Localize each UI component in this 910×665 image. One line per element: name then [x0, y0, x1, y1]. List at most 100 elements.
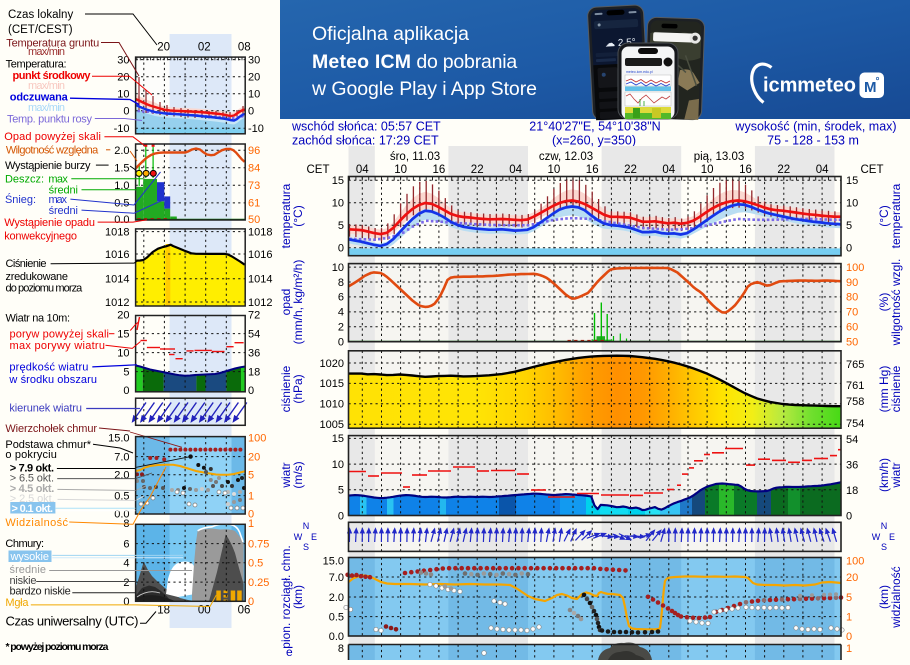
svg-text:84: 84: [248, 163, 260, 175]
svg-text:w Google Play i App Store: w Google Play i App Store: [311, 78, 537, 100]
svg-text:średni: średni: [49, 205, 78, 217]
svg-text:zredukowane: zredukowane: [6, 271, 69, 283]
svg-text:Czas uniwersalny (UTC): Czas uniwersalny (UTC): [6, 613, 139, 628]
svg-text:Temperatura:: Temperatura:: [6, 58, 67, 70]
svg-text:22: 22: [624, 164, 637, 176]
svg-text:(mm/h, kg/m²/h): (mm/h, kg/m²/h): [291, 260, 305, 345]
svg-text:(°C): (°C): [291, 205, 305, 226]
svg-text:18: 18: [846, 485, 858, 497]
svg-text:1: 1: [248, 518, 254, 530]
svg-text:1.5: 1.5: [114, 163, 129, 175]
svg-text:2.0: 2.0: [114, 470, 129, 482]
svg-text:0: 0: [248, 106, 254, 118]
svg-text:60: 60: [846, 322, 858, 334]
svg-text:18: 18: [248, 366, 260, 378]
svg-text:-10: -10: [248, 123, 264, 135]
svg-text:w środku obszaru: w środku obszaru: [8, 374, 97, 386]
svg-text:(km/h): (km/h): [877, 458, 891, 492]
svg-text:ciśnienie: ciśnienie: [889, 365, 903, 412]
svg-text:1016: 1016: [105, 249, 129, 261]
svg-text:54: 54: [248, 328, 260, 340]
svg-text:Wiatr na 10m:: Wiatr na 10m:: [6, 312, 71, 324]
svg-text:Mgła: Mgła: [5, 597, 29, 609]
svg-text:0: 0: [248, 385, 254, 397]
svg-text:1: 1: [846, 611, 852, 623]
svg-text:16: 16: [433, 164, 446, 176]
svg-text:50: 50: [248, 214, 260, 226]
svg-text:1: 1: [248, 490, 254, 502]
svg-text:widzialność: widzialność: [889, 566, 903, 628]
svg-text:E: E: [311, 532, 317, 542]
svg-text:Wierzchołek chmur: Wierzchołek chmur: [5, 423, 97, 435]
svg-text:1015: 1015: [320, 378, 344, 390]
svg-text:5: 5: [846, 592, 852, 604]
svg-text:2.0: 2.0: [329, 592, 344, 604]
svg-text:20: 20: [157, 42, 170, 54]
svg-text:0: 0: [123, 106, 129, 118]
svg-text:5: 5: [123, 366, 129, 378]
svg-text:(CET/CEST): (CET/CEST): [8, 24, 73, 36]
svg-text:36: 36: [248, 347, 260, 359]
svg-text:22: 22: [471, 164, 484, 176]
svg-text:CET: CET: [861, 164, 884, 176]
svg-text:Śnieg:: Śnieg:: [5, 193, 36, 206]
svg-text:0: 0: [846, 243, 852, 255]
svg-text:04: 04: [509, 164, 522, 176]
svg-text:10: 10: [332, 198, 344, 210]
svg-text:0: 0: [846, 631, 852, 643]
svg-text:1005: 1005: [320, 419, 344, 431]
svg-text:10: 10: [332, 262, 344, 274]
svg-text:5: 5: [338, 485, 344, 497]
svg-text:765: 765: [846, 359, 864, 371]
svg-text:08: 08: [238, 42, 251, 54]
svg-text:15: 15: [332, 175, 344, 187]
svg-text:20: 20: [117, 72, 129, 84]
svg-text:4: 4: [338, 307, 344, 319]
svg-text:18: 18: [157, 605, 170, 617]
svg-text:90: 90: [846, 277, 858, 289]
svg-text:04: 04: [356, 164, 369, 176]
svg-text:1018: 1018: [105, 226, 129, 238]
svg-text:S: S: [303, 542, 309, 552]
svg-text:7.0: 7.0: [329, 572, 344, 584]
svg-text:śro, 11.03: śro, 11.03: [390, 151, 440, 163]
svg-text:10: 10: [332, 459, 344, 471]
svg-text:0: 0: [338, 243, 344, 255]
svg-text:61: 61: [248, 198, 260, 210]
svg-text:prędkość wiatru: prędkość wiatru: [9, 361, 88, 373]
svg-text:1012: 1012: [105, 297, 129, 309]
svg-text:70: 70: [846, 307, 858, 319]
svg-text:96: 96: [248, 145, 260, 157]
svg-text:758: 758: [846, 396, 864, 408]
svg-text:(%): (%): [877, 293, 891, 312]
svg-text:100: 100: [846, 555, 864, 567]
svg-text:1020: 1020: [320, 358, 344, 370]
svg-text:Deszcz:: Deszcz:: [5, 174, 44, 186]
svg-text:10: 10: [117, 347, 129, 359]
svg-text:54: 54: [846, 434, 858, 446]
svg-text:Temp. punktu rosy: Temp. punktu rosy: [7, 113, 93, 125]
svg-text:0.5: 0.5: [248, 558, 263, 570]
svg-text:max porywy wiatru: max porywy wiatru: [10, 340, 106, 352]
svg-text:kierunek wiatru: kierunek wiatru: [9, 403, 82, 415]
svg-text:02: 02: [198, 42, 211, 54]
svg-text:22: 22: [777, 164, 790, 176]
svg-text:N: N: [303, 521, 310, 531]
svg-text:2: 2: [123, 577, 129, 589]
svg-text:8: 8: [338, 643, 344, 655]
svg-text:W: W: [294, 532, 303, 542]
svg-text:754: 754: [846, 418, 864, 430]
svg-text:50: 50: [846, 337, 858, 349]
svg-text:icmmeteo: icmmeteo: [763, 75, 856, 97]
svg-text:1: 1: [846, 643, 852, 655]
svg-text:0.25: 0.25: [248, 577, 269, 589]
svg-text:100: 100: [846, 262, 864, 274]
svg-text:Wystąpienie opadu: Wystąpienie opadu: [4, 217, 95, 229]
svg-text:Wilgotność względna: Wilgotność względna: [6, 145, 99, 157]
svg-text:wiatr: wiatr: [889, 462, 903, 488]
svg-text:5: 5: [338, 220, 344, 232]
svg-text:10: 10: [701, 164, 714, 176]
svg-text:CET: CET: [307, 164, 330, 176]
svg-text:72: 72: [248, 309, 260, 321]
svg-text:1016: 1016: [248, 249, 272, 261]
